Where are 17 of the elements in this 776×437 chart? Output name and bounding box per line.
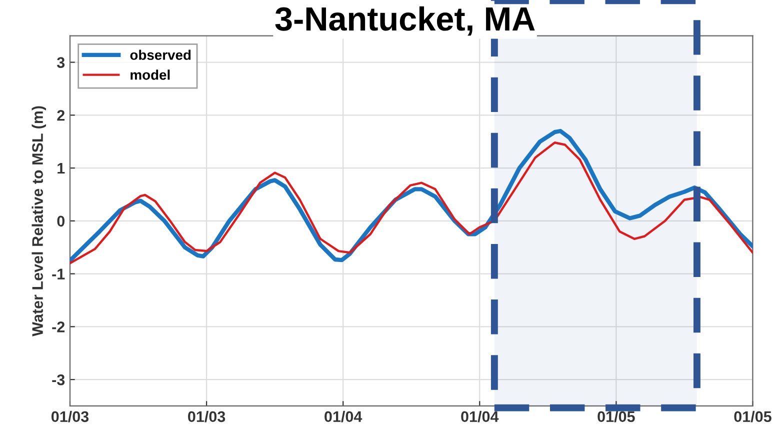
x-tick-label: 01/03 [188,410,226,422]
x-tick-label: 01/05 [598,410,635,422]
y-axis-title: Water Level Relative to MSL (m) [32,106,46,336]
y-tick-label: -3 [52,374,65,386]
x-tick-label: 01/04 [324,410,362,422]
x-tick-label: 01/03 [51,410,89,422]
y-tick-label: 2 [57,110,65,121]
x-tick-label: 01/04 [461,410,499,422]
y-tick-label: -1 [52,268,65,280]
legend-label: model [130,70,170,80]
y-tick-label: 1 [58,163,65,174]
y-tick-label: 3 [56,57,65,68]
legend-label: observed [130,50,191,60]
chart-title: 3-Nantucket, MA [275,6,535,36]
y-tick-label: 0 [57,216,65,227]
y-tick-label: -2 [52,322,65,332]
x-tick-label: 01/05 [734,410,772,422]
